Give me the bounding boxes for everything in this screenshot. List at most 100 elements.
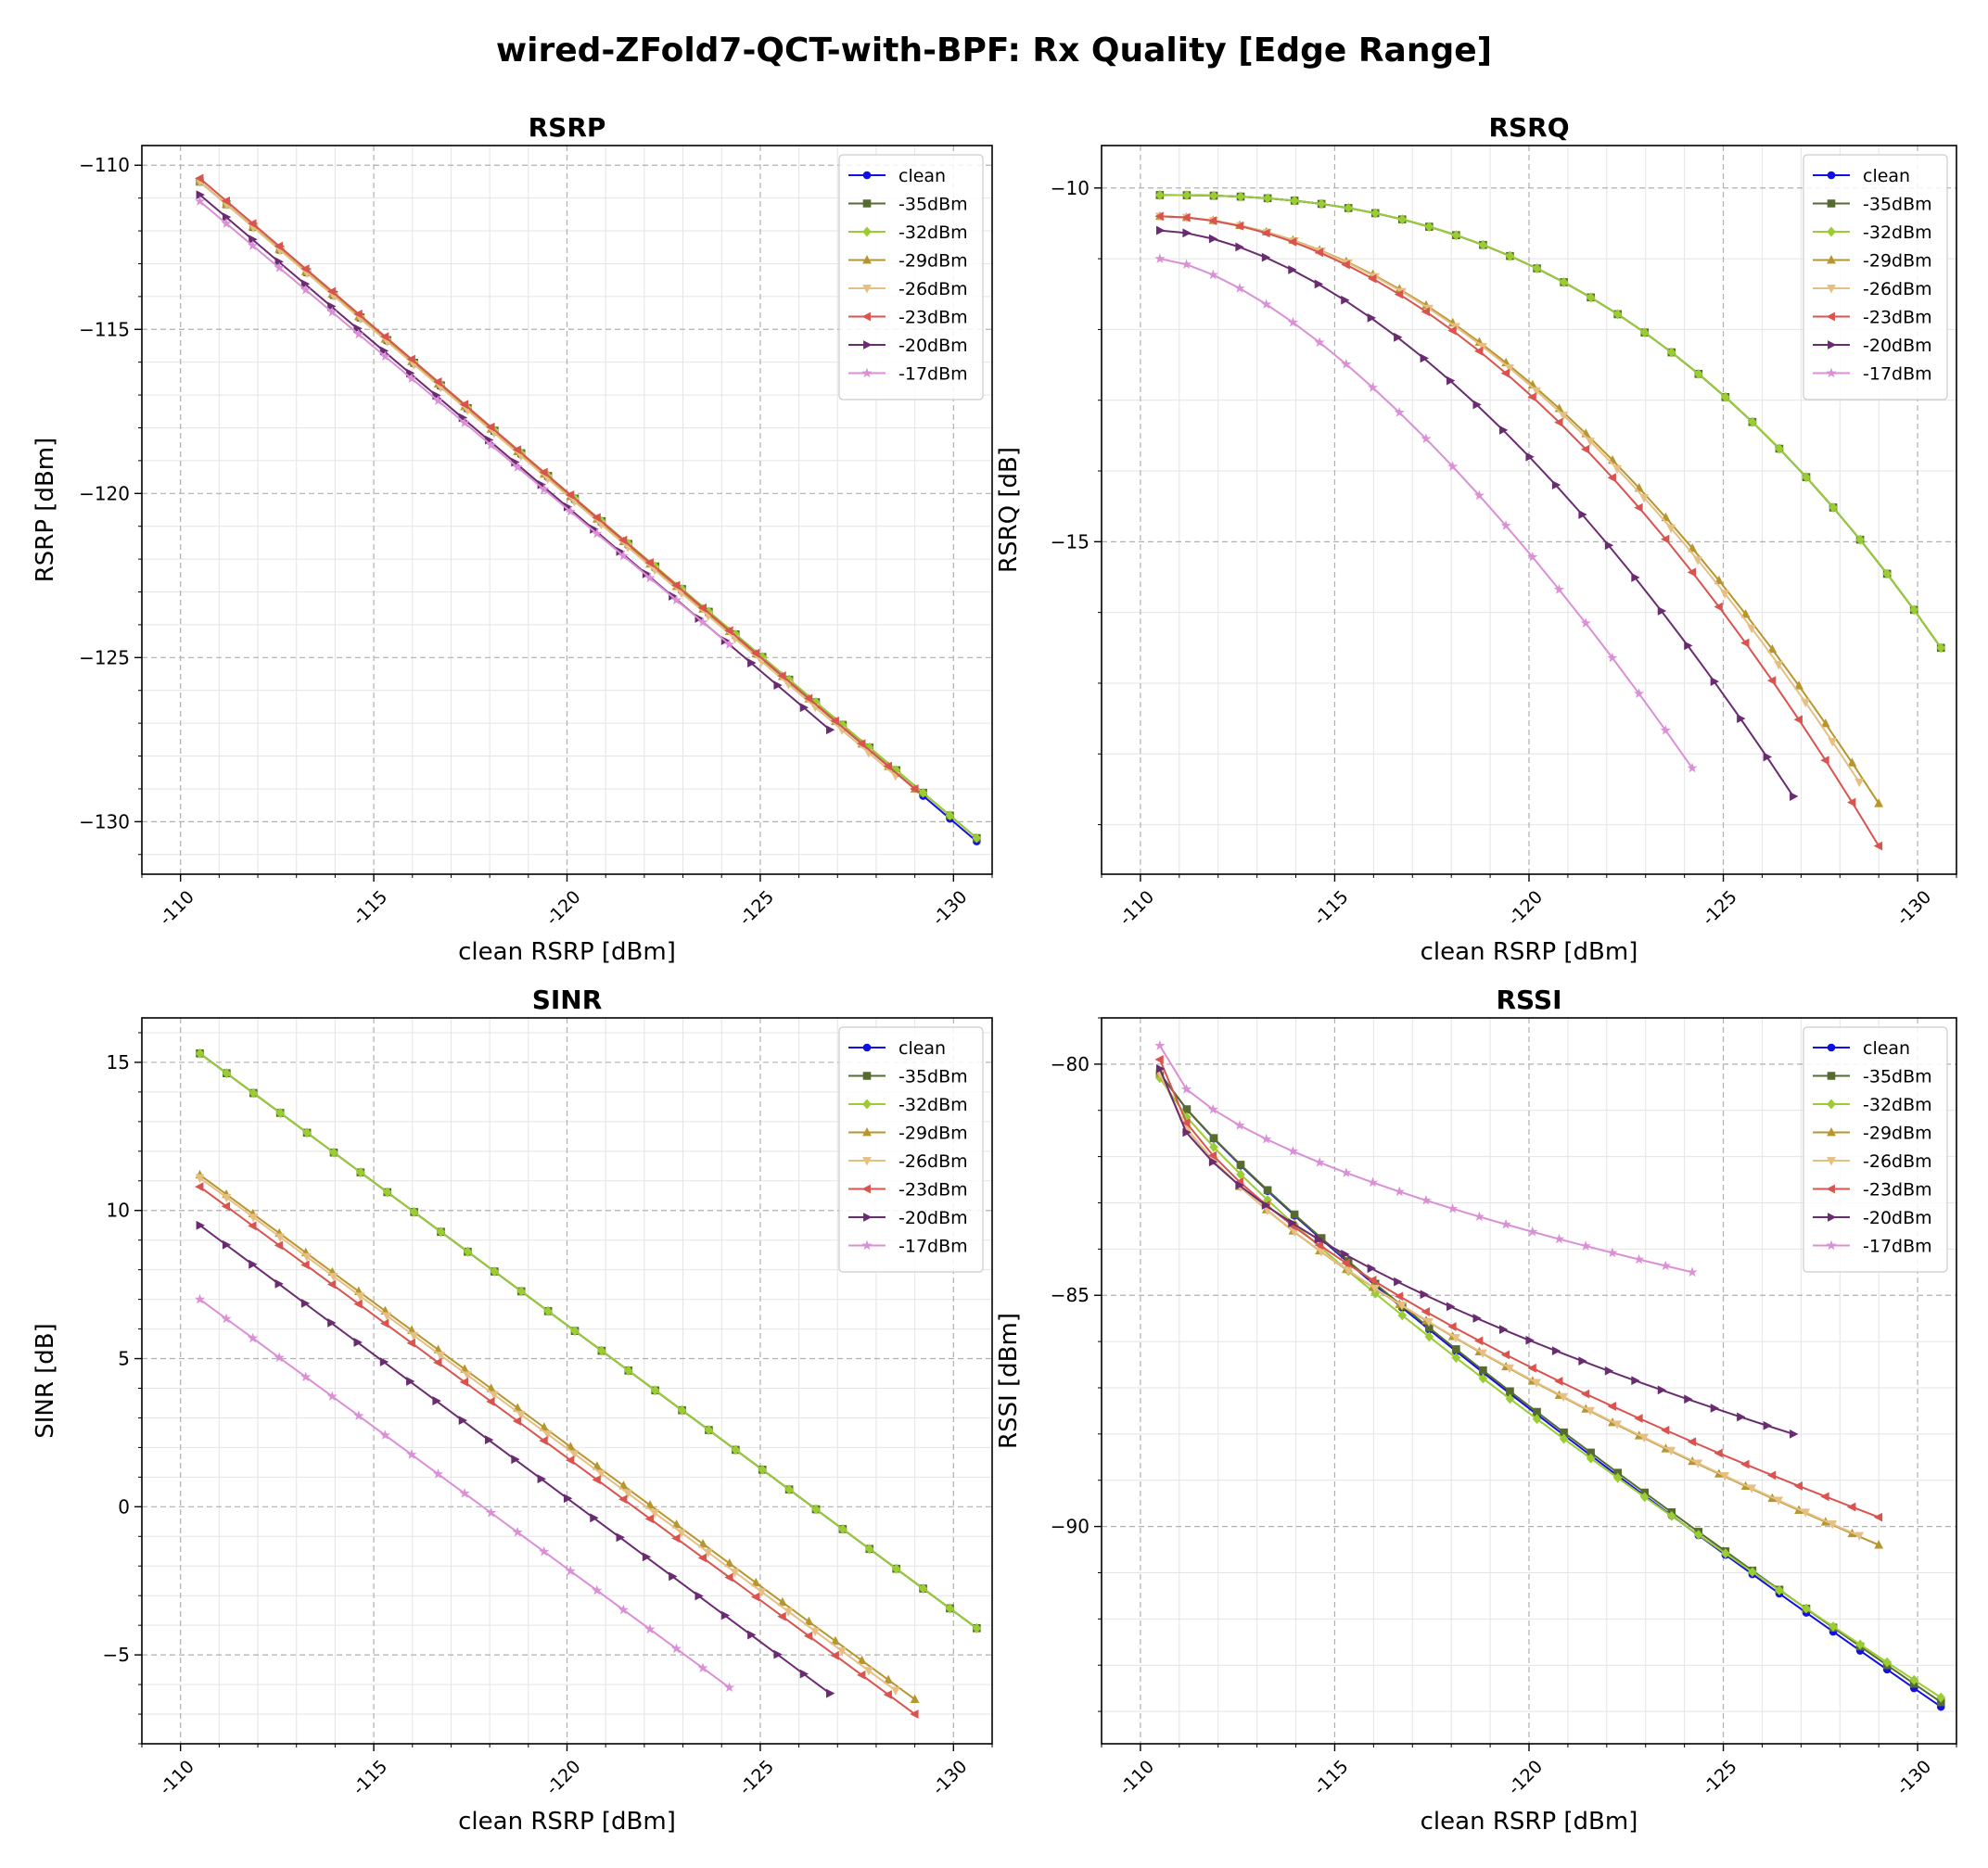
legend-box (838, 1026, 984, 1273)
data-point (650, 1385, 660, 1396)
data-point (353, 1299, 363, 1309)
data-point (592, 1584, 603, 1595)
series-line (1158, 1073, 1860, 1537)
data-point (697, 1553, 707, 1563)
legend-marker (1827, 199, 1836, 208)
data-point (1527, 551, 1538, 562)
data-point (1367, 1264, 1377, 1274)
legend-item: -29dBm (1813, 251, 1932, 272)
series--17dBm (194, 1293, 735, 1693)
data-point (884, 1674, 893, 1684)
x-tick-label: -115 (1310, 887, 1353, 930)
data-point (1720, 1472, 1730, 1481)
data-point (1235, 1180, 1244, 1190)
data-point (1763, 752, 1772, 762)
y-tick-label: −110 (79, 154, 130, 176)
data-point (1424, 1317, 1434, 1328)
data-point (1854, 778, 1865, 788)
legend-item: clean (1813, 1038, 1910, 1059)
data-point (1684, 1394, 1693, 1404)
data-point (1314, 248, 1324, 258)
data-point (945, 810, 955, 821)
data-point (433, 377, 442, 387)
legend-box (1803, 154, 1948, 400)
data-point (883, 761, 892, 771)
series-group (194, 173, 982, 845)
legend-item: -32dBm (848, 1095, 968, 1115)
series--17dBm (1154, 1040, 1698, 1277)
data-point (857, 739, 866, 749)
data-point (838, 1524, 847, 1534)
data-point (830, 716, 839, 726)
data-point (1473, 1211, 1485, 1222)
data-point (1660, 724, 1671, 735)
series-line (1159, 215, 1880, 847)
data-point (1527, 1226, 1538, 1237)
data-point (565, 1455, 575, 1466)
legend-item: -29dBm (848, 251, 968, 272)
legend-item: -32dBm (1813, 222, 1932, 243)
data-point (1394, 1277, 1403, 1287)
data-point (697, 603, 707, 613)
data-point (1847, 1502, 1856, 1512)
data-point (516, 1410, 526, 1420)
legend-label: -29dBm (898, 1124, 968, 1144)
data-point (731, 1444, 741, 1455)
data-point (596, 1469, 606, 1480)
data-point (195, 1174, 205, 1184)
legend-label: -26dBm (898, 1151, 968, 1172)
data-point (1882, 568, 1892, 579)
data-point (1578, 1356, 1587, 1366)
legend-label: clean (898, 166, 946, 186)
data-point (1394, 289, 1404, 299)
data-point (1586, 1406, 1595, 1417)
legend-label: -17dBm (898, 1237, 968, 1257)
data-point (459, 400, 469, 410)
data-point (703, 1548, 713, 1558)
data-point (1580, 1389, 1590, 1399)
data-point (539, 483, 550, 494)
data-point (195, 1048, 205, 1059)
legend-label: -32dBm (898, 1095, 968, 1115)
data-point (804, 1616, 814, 1626)
data-point (592, 527, 603, 539)
series--23dBm (195, 1182, 919, 1719)
series-line (1159, 1045, 1693, 1274)
data-point (194, 1293, 206, 1304)
data-point (1604, 540, 1614, 551)
data-point (671, 580, 681, 591)
data-point (275, 1108, 285, 1118)
series--23dBm (1154, 211, 1883, 851)
data-point (1586, 438, 1595, 447)
data-point (1317, 198, 1326, 210)
data-point (592, 513, 601, 523)
x-axis-label: clean RSRP [dBm] (1421, 938, 1638, 966)
series-line (198, 1174, 916, 1700)
series--32dBm (195, 1048, 982, 1633)
series-line (1158, 1068, 1794, 1435)
data-point (1666, 1510, 1676, 1521)
data-point (590, 1513, 599, 1523)
data-point (274, 261, 285, 273)
subplot-rsrp: -110 -115 -120 -125 -130 −110 −115 −120 −125 −130… (32, 112, 993, 966)
y-axis-label: RSSI [dBm] (995, 1313, 1023, 1449)
data-point (644, 1623, 656, 1634)
legend: clean -35dBm -32dBm -29dBm -26dBm -23dBm -20dB… (1803, 1026, 1948, 1273)
data-point (826, 1688, 835, 1698)
data-point (1500, 520, 1511, 530)
data-point (799, 703, 809, 713)
series--20dBm (196, 190, 835, 735)
data-point (1763, 1420, 1772, 1430)
data-point (972, 832, 982, 844)
data-point (1633, 688, 1645, 699)
data-point (1368, 1275, 1377, 1285)
y-tick-label: −15 (1051, 530, 1090, 553)
data-point (565, 489, 575, 500)
legend-marker (862, 171, 872, 180)
data-point (1633, 1253, 1645, 1264)
data-point (353, 324, 363, 334)
data-point (247, 240, 259, 250)
data-point (1710, 677, 1720, 686)
data-point (490, 1266, 500, 1277)
series-line (198, 1186, 916, 1715)
